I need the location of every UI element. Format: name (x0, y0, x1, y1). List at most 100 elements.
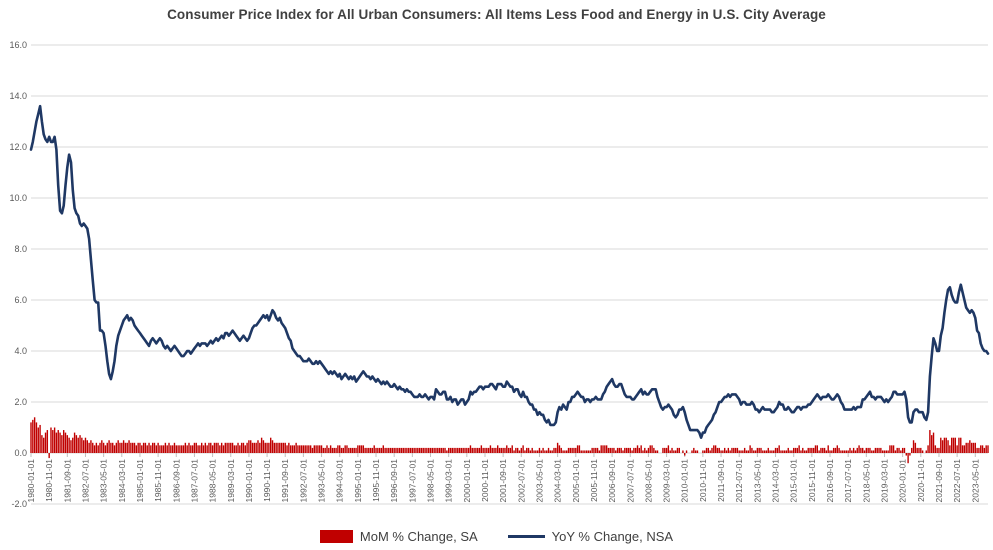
mom-bar (57, 430, 59, 453)
mom-bar (872, 450, 875, 453)
mom-bar (636, 445, 639, 453)
legend-label-mom: MoM % Change, SA (359, 529, 478, 544)
mom-bar (309, 445, 312, 453)
mom-bar (77, 437, 79, 453)
mom-bar (940, 437, 942, 453)
mom-bar (360, 445, 363, 453)
x-tick-label: 2003-05-01 (534, 459, 544, 503)
mom-bar (242, 442, 245, 453)
mom-bar (547, 447, 550, 453)
mom-bar (329, 445, 332, 453)
mom-bar (497, 445, 499, 453)
mom-bar (952, 437, 955, 453)
mom-bar (901, 447, 904, 453)
mom-bar (524, 450, 526, 453)
mom-bar (980, 445, 982, 453)
mom-bar (506, 445, 508, 453)
mom-bar (39, 424, 41, 453)
mom-bar (664, 447, 666, 453)
mom-bar (513, 450, 515, 453)
mom-bar (449, 447, 452, 453)
mom-bar (90, 440, 92, 453)
mom-bar (832, 447, 835, 453)
mom-bar (266, 442, 268, 453)
x-axis-ticks (30, 453, 976, 457)
mom-bar (79, 435, 81, 453)
mom-bar (934, 445, 937, 453)
mom-bar (408, 447, 410, 453)
mom-bar (66, 435, 69, 453)
mom-bar (498, 447, 501, 453)
mom-bar (842, 450, 844, 453)
mom-bar (509, 447, 512, 453)
mom-bar (589, 450, 592, 453)
mom-bar (604, 445, 606, 453)
y-tick-label: 6.0 (14, 295, 27, 305)
mom-bar (53, 427, 56, 453)
mom-bar (945, 437, 947, 453)
mom-bar (240, 442, 243, 453)
mom-bar (702, 450, 704, 453)
mom-bar (259, 442, 261, 453)
mom-bar (803, 450, 806, 453)
mom-bar (974, 442, 976, 453)
mom-bar (342, 447, 345, 453)
mom-bar (128, 440, 130, 453)
mom-bar (787, 447, 789, 453)
mom-bar (466, 447, 468, 453)
mom-bar (195, 442, 197, 453)
x-tick-label: 1990-11-01 (262, 459, 272, 502)
mom-bar (181, 445, 183, 453)
mom-bar (157, 442, 159, 453)
mom-bar (250, 440, 252, 453)
mom-bar (351, 447, 354, 453)
mom-bar (831, 450, 833, 453)
x-tick-label: 2020-01-01 (898, 459, 908, 503)
mom-bar (378, 447, 381, 453)
mom-bar (424, 447, 426, 453)
mom-bar (566, 450, 568, 453)
mom-bar (70, 440, 72, 453)
mom-bar (792, 447, 795, 453)
mom-bar (533, 450, 535, 453)
mom-bar (270, 437, 272, 453)
mom-bar (645, 450, 648, 453)
mom-bar (725, 450, 728, 453)
mom-bar (175, 445, 177, 453)
mom-bar (55, 432, 58, 453)
mom-bar (778, 445, 780, 453)
mom-bar (903, 447, 906, 453)
mom-bar (288, 442, 290, 453)
mom-bar (442, 447, 444, 453)
x-tick-label: 2023-05-01 (970, 459, 980, 503)
mom-bar (462, 447, 464, 453)
mom-bar (300, 445, 303, 453)
mom-bar (649, 445, 651, 453)
mom-bar (384, 447, 386, 453)
mom-bar (734, 447, 737, 453)
y-tick-label: 14.0 (9, 91, 27, 101)
mom-bar (887, 450, 889, 453)
mom-bar (845, 450, 848, 453)
mom-bar (375, 447, 377, 453)
mom-bar (782, 450, 784, 453)
mom-bar (346, 445, 348, 453)
mom-bar (640, 445, 642, 453)
mom-bar (173, 442, 176, 453)
mom-bar (705, 447, 708, 453)
x-tick-label: 1980-01-01 (26, 459, 36, 503)
mom-bar (562, 450, 564, 453)
mom-bar (73, 432, 76, 453)
x-tick-label: 2022-07-01 (952, 459, 962, 503)
mom-bar (591, 447, 593, 453)
mom-bar (602, 445, 604, 453)
mom-bar (516, 447, 519, 453)
x-tick-label: 2013-05-01 (752, 459, 762, 503)
x-tick-label: 2004-03-01 (553, 459, 563, 503)
mom-bar (257, 440, 259, 453)
mom-bar (35, 422, 38, 453)
mom-bar (892, 445, 895, 453)
mom-bar (406, 447, 408, 453)
mom-bar (907, 453, 909, 464)
x-tick-label: 1995-01-01 (353, 459, 363, 503)
